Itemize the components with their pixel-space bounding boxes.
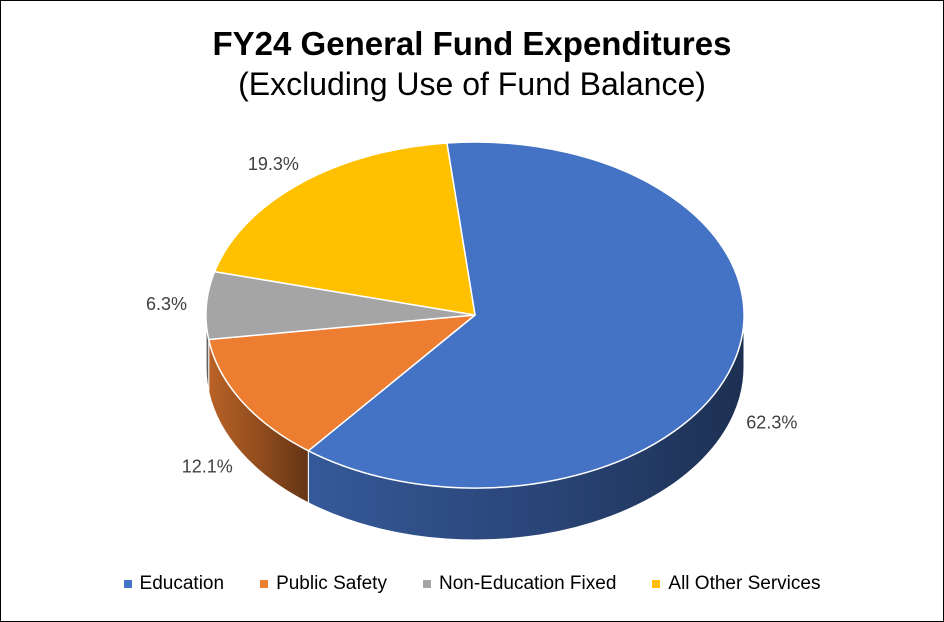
- legend-swatch-education: [123, 580, 132, 588]
- legend-label-public-safety: Public Safety: [276, 573, 387, 594]
- legend-label-education: Education: [139, 573, 225, 594]
- legend-label-all-other-services: All Other Services: [668, 573, 821, 594]
- legend-item-public-safety: Public Safety: [260, 573, 387, 595]
- chart-subtitle: (Excluding Use of Fund Balance): [238, 66, 706, 102]
- legend-swatch-all-other-services: [652, 580, 661, 588]
- legend-label-non-education-fixed: Non-Education Fixed: [438, 573, 617, 594]
- pie-slice-education: [307, 141, 745, 489]
- legend: Education Public Safety Non-Education Fi…: [1, 573, 943, 595]
- legend-swatch-non-education-fixed: [422, 580, 431, 588]
- data-label-all-other-services: 19.3%: [248, 154, 299, 174]
- data-label-education: 62.3%: [746, 412, 797, 432]
- chart-title: FY24 General Fund Expenditures: [212, 25, 732, 62]
- pie-slice-all-other-services: [213, 142, 476, 316]
- data-label-non-education-fixed: 6.3%: [146, 294, 187, 314]
- data-label-public-safety: 12.1%: [182, 456, 233, 476]
- legend-swatch-public-safety: [260, 580, 269, 588]
- legend-item-education: Education: [123, 573, 225, 595]
- legend-item-all-other-services: All Other Services: [652, 573, 820, 595]
- pie-slice-public-safety: [207, 314, 476, 452]
- legend-item-non-education-fixed: Non-Education Fixed: [422, 573, 617, 595]
